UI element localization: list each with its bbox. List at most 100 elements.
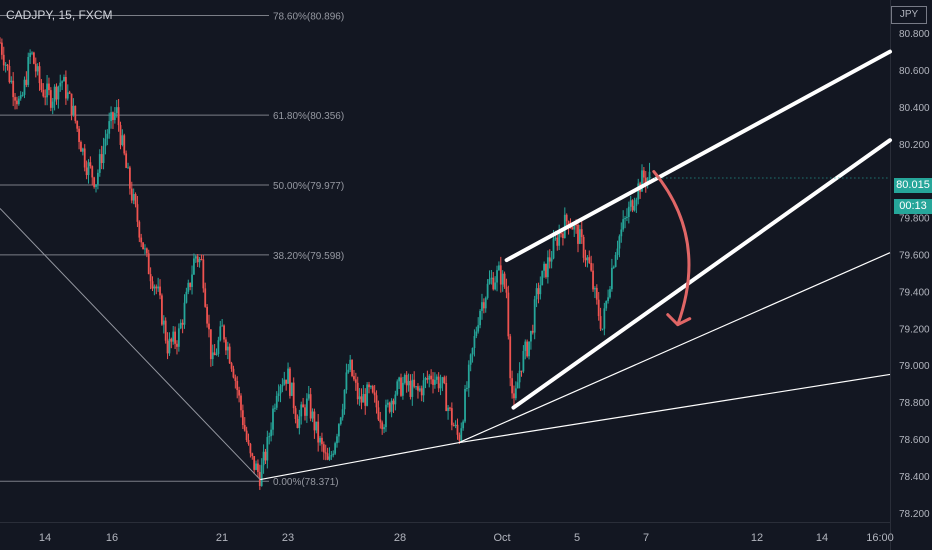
candle-body [394, 394, 397, 405]
candle-body [97, 172, 99, 185]
candle-body [356, 382, 359, 400]
candle-body [174, 331, 176, 344]
candle-body [119, 125, 122, 145]
candle-body [257, 463, 259, 472]
x-tick-label: 23 [282, 532, 294, 544]
candle-body [520, 370, 523, 372]
candle-body [618, 236, 621, 249]
candle-body [221, 325, 224, 327]
candle-body [208, 323, 210, 330]
candle-body [349, 359, 352, 370]
candle-body [330, 455, 333, 457]
candle-body [496, 270, 498, 283]
candle-body [590, 262, 593, 271]
candle-body [202, 259, 205, 289]
candle-body [209, 329, 212, 360]
candle-body [307, 394, 310, 399]
candle-body [554, 237, 557, 239]
candle-body [599, 316, 602, 329]
candle-body [447, 407, 449, 411]
candle-body [578, 229, 581, 244]
candle-body [595, 287, 598, 300]
candle-body [10, 80, 13, 83]
candle-body [392, 400, 395, 405]
candle-body [115, 107, 118, 114]
candle-body [49, 90, 52, 108]
candle-body [285, 379, 288, 384]
candle-body [366, 384, 369, 406]
candle-body [492, 277, 495, 290]
candle-body [445, 382, 448, 411]
candle-body [319, 437, 321, 443]
candle-body [345, 372, 348, 390]
candle-body [42, 89, 45, 97]
candle-body [513, 393, 515, 399]
candle-body [537, 288, 540, 295]
candle-body [19, 95, 22, 99]
candle-body [277, 393, 280, 396]
candle-body [434, 379, 436, 385]
candle-body [74, 105, 77, 121]
candle-body [432, 379, 434, 385]
candle-body [337, 424, 340, 437]
candle-body [104, 138, 107, 147]
y-tick-label: 79.200 [899, 324, 930, 335]
candle-body [351, 359, 353, 377]
candle-body [189, 282, 192, 287]
candle-body [439, 383, 442, 389]
candle-body [627, 206, 630, 217]
candle-body [648, 171, 651, 178]
candle-body [524, 341, 527, 351]
candle-body [464, 388, 466, 422]
candle-body [157, 286, 160, 289]
candle-body [102, 146, 105, 164]
candle-body [240, 395, 242, 411]
candle-body [435, 376, 438, 380]
candle-body [556, 237, 559, 246]
candle-body [191, 274, 193, 287]
candle-body [166, 340, 169, 354]
candle-body [142, 242, 144, 250]
candle-body [14, 97, 16, 101]
candle-body [266, 437, 269, 461]
candle-body [238, 390, 241, 396]
candle-body [87, 162, 90, 176]
candle-body [145, 248, 148, 254]
candle-body [418, 388, 421, 391]
candle-body [612, 266, 615, 268]
candle-body [562, 233, 564, 238]
fib-level-label: 50.00%(79.977) [273, 181, 344, 192]
candle-body [95, 184, 97, 187]
candle-body [624, 218, 626, 220]
candle-body [93, 177, 96, 187]
candle-body [322, 444, 325, 453]
candle-body [631, 200, 634, 211]
candle-body [484, 297, 487, 309]
candle-body [76, 120, 79, 129]
channel-upper-line [504, 49, 892, 263]
candle-body [629, 200, 632, 207]
candle-body [2, 54, 5, 66]
candle-body [546, 257, 549, 278]
candle-body [294, 408, 297, 419]
candle-body [147, 253, 150, 275]
candle-body [533, 299, 536, 333]
candle-body [172, 331, 175, 342]
candle-body [8, 65, 11, 83]
x-tick-label: 5 [574, 532, 580, 544]
candle-body [91, 166, 94, 178]
candle-body [565, 214, 568, 222]
y-tick-label: 80.800 [899, 29, 930, 40]
x-tick-label: 28 [394, 532, 406, 544]
y-tick-label: 80.600 [899, 66, 930, 77]
candle-body [125, 153, 128, 168]
candle-body [300, 404, 303, 417]
candle-body [272, 408, 274, 430]
candle-body [454, 424, 457, 426]
candle-body [132, 194, 135, 201]
currency-badge[interactable]: JPY [891, 6, 927, 24]
candle-body [479, 310, 481, 326]
candle-body [70, 93, 73, 116]
candle-body [48, 83, 50, 91]
